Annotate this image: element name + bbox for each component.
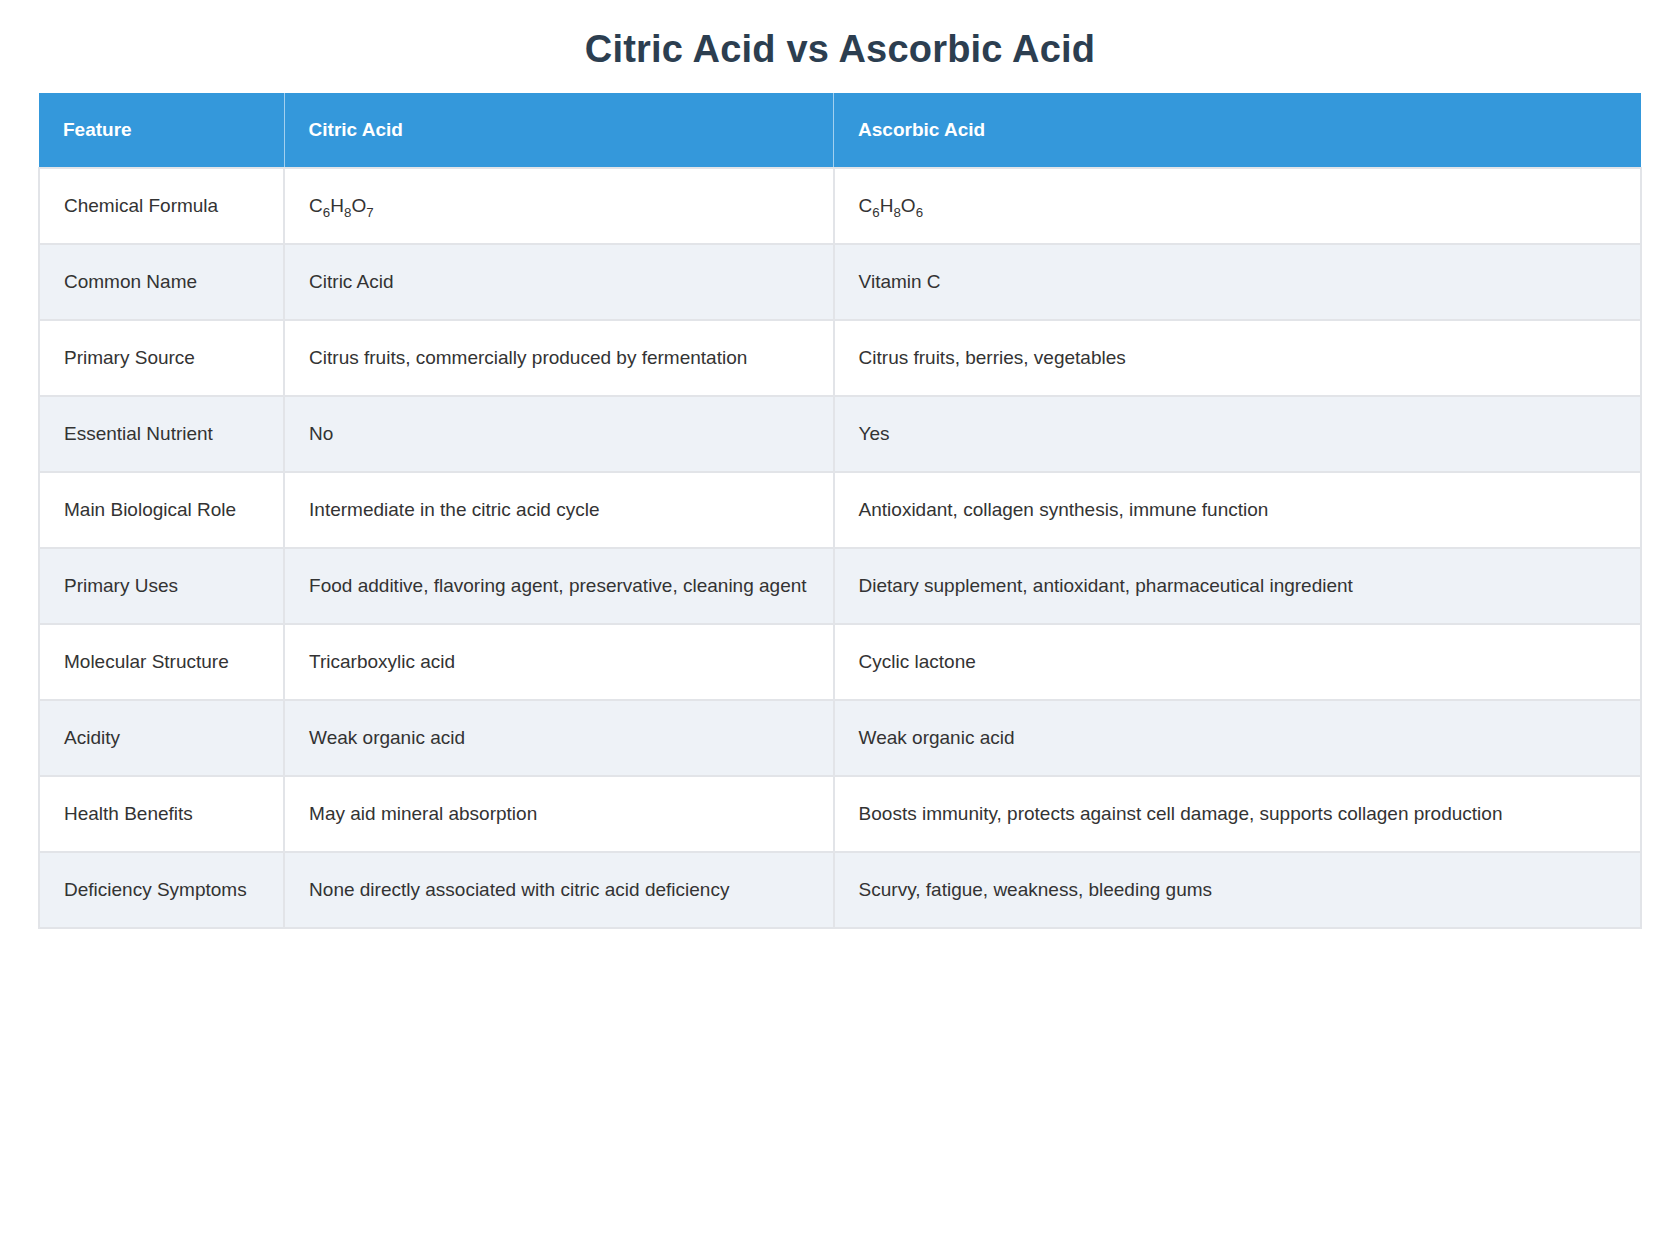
table-row: AcidityWeak organic acidWeak organic aci…: [39, 700, 1641, 776]
citric-acid-cell: May aid mineral absorption: [284, 776, 833, 852]
table-row: Main Biological RoleIntermediate in the …: [39, 472, 1641, 548]
feature-cell: Acidity: [39, 700, 284, 776]
table-row: Health BenefitsMay aid mineral absorptio…: [39, 776, 1641, 852]
ascorbic-acid-cell: Yes: [834, 396, 1641, 472]
page-title: Citric Acid vs Ascorbic Acid: [38, 28, 1642, 71]
ascorbic-acid-cell: Weak organic acid: [834, 700, 1641, 776]
table-row: Essential NutrientNoYes: [39, 396, 1641, 472]
ascorbic-acid-cell: C6H8O6: [834, 168, 1641, 244]
citric-acid-cell: Citric Acid: [284, 244, 833, 320]
table-header: Feature Citric Acid Ascorbic Acid: [39, 93, 1641, 168]
citric-acid-cell: Intermediate in the citric acid cycle: [284, 472, 833, 548]
table-header-row: Feature Citric Acid Ascorbic Acid: [39, 93, 1641, 168]
citric-acid-cell: Citrus fruits, commercially produced by …: [284, 320, 833, 396]
citric-acid-cell: C6H8O7: [284, 168, 833, 244]
page: Citric Acid vs Ascorbic Acid Feature Cit…: [0, 0, 1680, 969]
citric-acid-cell: Tricarboxylic acid: [284, 624, 833, 700]
feature-cell: Deficiency Symptoms: [39, 852, 284, 928]
citric-acid-cell: Food additive, flavoring agent, preserva…: [284, 548, 833, 624]
feature-cell: Common Name: [39, 244, 284, 320]
feature-cell: Health Benefits: [39, 776, 284, 852]
table-row: Chemical FormulaC6H8O7C6H8O6: [39, 168, 1641, 244]
feature-cell: Chemical Formula: [39, 168, 284, 244]
table-row: Primary SourceCitrus fruits, commerciall…: [39, 320, 1641, 396]
column-header-feature: Feature: [39, 93, 284, 168]
table-row: Common NameCitric AcidVitamin C: [39, 244, 1641, 320]
feature-cell: Molecular Structure: [39, 624, 284, 700]
feature-cell: Main Biological Role: [39, 472, 284, 548]
ascorbic-acid-cell: Antioxidant, collagen synthesis, immune …: [834, 472, 1641, 548]
citric-acid-cell: No: [284, 396, 833, 472]
feature-cell: Primary Uses: [39, 548, 284, 624]
table-row: Deficiency SymptomsNone directly associa…: [39, 852, 1641, 928]
column-header-ascorbic-acid: Ascorbic Acid: [834, 93, 1641, 168]
citric-acid-cell: None directly associated with citric aci…: [284, 852, 833, 928]
ascorbic-acid-cell: Vitamin C: [834, 244, 1641, 320]
feature-cell: Essential Nutrient: [39, 396, 284, 472]
table-body: Chemical FormulaC6H8O7C6H8O6Common NameC…: [39, 168, 1641, 928]
citric-acid-cell: Weak organic acid: [284, 700, 833, 776]
feature-cell: Primary Source: [39, 320, 284, 396]
ascorbic-acid-cell: Boosts immunity, protects against cell d…: [834, 776, 1641, 852]
ascorbic-acid-cell: Scurvy, fatigue, weakness, bleeding gums: [834, 852, 1641, 928]
comparison-table: Feature Citric Acid Ascorbic Acid Chemic…: [38, 93, 1642, 929]
ascorbic-acid-cell: Dietary supplement, antioxidant, pharmac…: [834, 548, 1641, 624]
table-row: Primary UsesFood additive, flavoring age…: [39, 548, 1641, 624]
table-row: Molecular StructureTricarboxylic acidCyc…: [39, 624, 1641, 700]
ascorbic-acid-cell: Cyclic lactone: [834, 624, 1641, 700]
column-header-citric-acid: Citric Acid: [284, 93, 833, 168]
ascorbic-acid-cell: Citrus fruits, berries, vegetables: [834, 320, 1641, 396]
